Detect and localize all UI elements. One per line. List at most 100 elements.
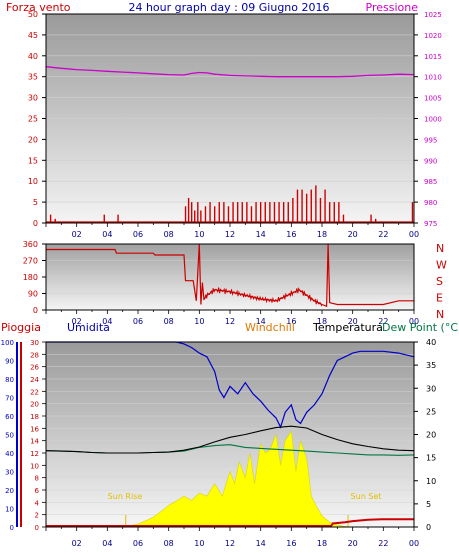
compass-label: N <box>436 308 444 321</box>
humidity-tick-label: 10 <box>5 506 14 514</box>
bottom-x-tick-label: 14 <box>256 539 266 548</box>
top-axes: 0510152025303540455097598098599099510001… <box>28 10 442 239</box>
middle-left-tick-label: 90 <box>28 290 38 299</box>
compass-label: S <box>436 275 443 288</box>
rain-tick-label: 14 <box>30 438 39 446</box>
top-left-tick-label: 10 <box>28 177 38 186</box>
temperature-tick-label: 30 <box>426 384 436 393</box>
bottom-windchill-label: Windchill <box>245 321 295 334</box>
rain-tick-label: 28 <box>30 351 39 359</box>
rain-tick-label: 22 <box>30 388 39 396</box>
solar-area <box>122 430 353 528</box>
top-x-tick-label: 14 <box>256 230 266 239</box>
rain-tick-label: 16 <box>30 425 39 433</box>
temperature-tick-label: 25 <box>426 407 436 416</box>
middle-x-tick-label: 16 <box>286 317 296 326</box>
top-series <box>45 66 415 223</box>
top-x-tick-label: 02 <box>72 230 82 239</box>
middle-left-tick-label: 0 <box>33 306 38 315</box>
bottom-x-tick-label: 08 <box>164 539 174 548</box>
middle-panel-frame <box>45 243 415 311</box>
bottom-humidity-label: Umidita <box>67 321 110 334</box>
temperature-tick-label: 35 <box>426 361 436 370</box>
pressure-line <box>45 66 415 78</box>
top-left-tick-label: 40 <box>28 52 38 61</box>
top-left-tick-label: 5 <box>33 198 38 207</box>
top-left-tick-label: 45 <box>28 31 38 40</box>
chart-title: 24 hour graph day : 09 Giugno 2016 <box>128 1 329 14</box>
bottom-panel-frame <box>45 341 415 528</box>
bottom-x-tick-label: 02 <box>72 539 82 548</box>
bottom-x-tick-label: 20 <box>348 539 358 548</box>
compass-label: N <box>436 242 444 255</box>
middle-series <box>46 243 414 308</box>
humidity-tick-label: 60 <box>5 413 14 421</box>
middle-x-tick-label: 20 <box>348 317 358 326</box>
temperature-tick-label: 40 <box>426 338 436 347</box>
top-left-tick-label: 0 <box>33 219 38 228</box>
bottom-x-tick-label: 22 <box>378 539 388 548</box>
top-x-tick-label: 10 <box>194 230 204 239</box>
top-right-tick-label: 975 <box>424 220 437 228</box>
rain-tick-label: 20 <box>30 401 39 409</box>
humidity-tick-label: 90 <box>5 358 14 366</box>
top-x-tick-label: 00 <box>409 230 419 239</box>
top-panel-frame <box>45 13 415 224</box>
temperature-tick-label: 0 <box>426 523 431 532</box>
rain-line <box>46 518 414 527</box>
middle-x-tick-label: 04 <box>102 317 112 326</box>
rain-tick-label: 2 <box>35 512 39 520</box>
humidity-tick-label: 20 <box>5 487 14 495</box>
top-right-tick-label: 990 <box>424 157 437 165</box>
bottom-axes: 0102030405060708090100024681012141618202… <box>1 338 437 548</box>
top-left-tick-label: 15 <box>28 156 38 165</box>
top-x-tick-label: 08 <box>164 230 174 239</box>
bottom-x-tick-label: 06 <box>133 539 143 548</box>
humidity-tick-label: 100 <box>1 339 14 347</box>
sunrise-label: Sun Rise <box>108 492 143 501</box>
top-right-tick-label: 995 <box>424 136 437 144</box>
top-right-tick-label: 1015 <box>424 53 442 61</box>
bottom-x-tick-label: 16 <box>286 539 296 548</box>
top-x-tick-label: 16 <box>286 230 296 239</box>
top-left-tick-label: 25 <box>28 115 38 124</box>
rain-tick-label: 24 <box>30 376 39 384</box>
middle-x-tick-label: 00 <box>409 317 419 326</box>
temperature-tick-label: 20 <box>426 431 436 440</box>
top-left-tick-label: 50 <box>28 10 38 19</box>
top-left-tick-label: 35 <box>28 73 38 82</box>
humidity-tick-label: 30 <box>5 469 14 477</box>
middle-x-tick-label: 12 <box>225 317 235 326</box>
top-x-tick-label: 20 <box>348 230 358 239</box>
rain-tick-label: 8 <box>35 475 39 483</box>
rain-tick-label: 26 <box>30 364 39 372</box>
top-x-tick-label: 06 <box>133 230 143 239</box>
middle-x-tick-label: 14 <box>256 317 266 326</box>
rain-tick-label: 6 <box>35 487 40 495</box>
compass-label: E <box>436 292 443 305</box>
top-left-tick-label: 20 <box>28 135 38 144</box>
middle-x-tick-label: 02 <box>72 317 82 326</box>
bottom-dewpoint-label: Dew Point (°C <box>382 321 458 334</box>
rain-tick-label: 12 <box>30 450 39 458</box>
top-left-axis-label: Forza vento <box>6 1 71 14</box>
rain-tick-label: 0 <box>35 524 39 532</box>
humidity-tick-label: 80 <box>5 376 14 384</box>
top-right-axis-label: Pressione <box>366 1 419 14</box>
bottom-x-tick-label: 18 <box>317 539 327 548</box>
top-left-tick-label: 30 <box>28 94 38 103</box>
top-x-tick-label: 18 <box>317 230 327 239</box>
bottom-x-tick-label: 04 <box>102 539 112 548</box>
rain-tick-label: 30 <box>30 339 39 347</box>
rain-tick-label: 4 <box>35 499 40 507</box>
middle-x-tick-label: 08 <box>164 317 174 326</box>
top-x-tick-label: 12 <box>225 230 235 239</box>
top-right-tick-label: 1005 <box>424 95 442 103</box>
temperature-line <box>45 425 415 454</box>
middle-left-tick-label: 270 <box>23 257 38 266</box>
middle-x-tick-label: 22 <box>378 317 388 326</box>
middle-left-tick-label: 360 <box>23 240 38 249</box>
